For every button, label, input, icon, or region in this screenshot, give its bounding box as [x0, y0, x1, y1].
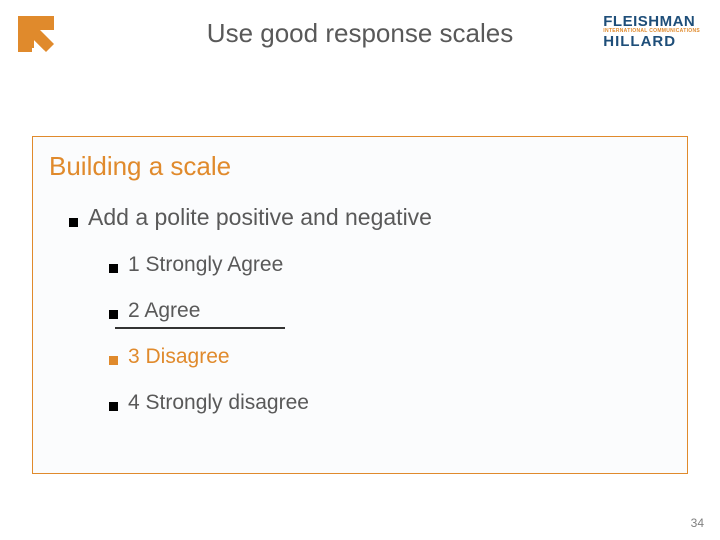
content-panel: Building a scale Add a polite positive a…	[32, 136, 688, 474]
square-bullet-icon	[109, 356, 118, 365]
square-bullet-icon	[109, 264, 118, 273]
scale-item: 1 Strongly Agree	[109, 253, 673, 277]
scale-item-label: 2 Agree	[128, 299, 200, 323]
scale-item-label: 3 Disagree	[128, 345, 230, 369]
square-bullet-icon	[109, 310, 118, 319]
panel-heading: Building a scale	[49, 151, 673, 182]
square-bullet-icon	[69, 218, 78, 227]
scale-item: 2 Agree	[109, 299, 673, 323]
brand-line1: FLEISHMAN	[603, 14, 700, 29]
brand-line2: HILLARD	[603, 34, 700, 49]
page-number: 34	[691, 516, 704, 530]
scale-item: 4 Strongly disagree	[109, 391, 673, 415]
brand-logo: FLEISHMAN INTERNATIONAL COMMUNICATIONS H…	[603, 14, 700, 49]
scale-item: 3 Disagree	[109, 345, 673, 369]
scale-item-label: 4 Strongly disagree	[128, 391, 309, 415]
lead-bullet: Add a polite positive and negative	[69, 204, 673, 231]
divider-line	[115, 327, 285, 329]
scale-item-label: 1 Strongly Agree	[128, 253, 283, 277]
lead-text: Add a polite positive and negative	[88, 204, 432, 231]
square-bullet-icon	[109, 402, 118, 411]
